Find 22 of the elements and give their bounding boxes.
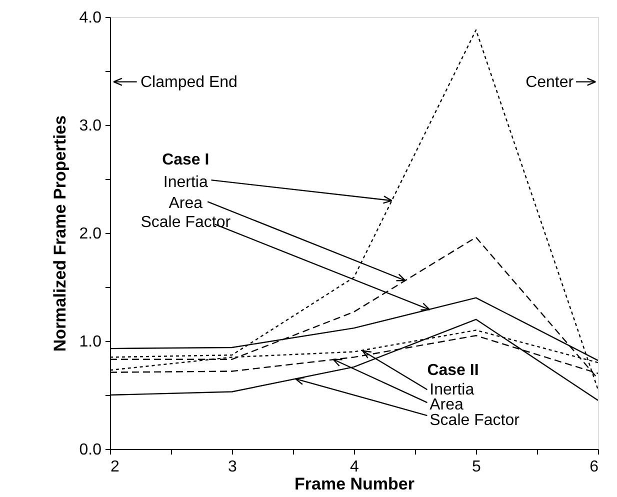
annotation: Clamped End <box>140 74 238 91</box>
annotation: Scale Factor <box>140 214 232 232</box>
x-tick-label: 2 <box>110 458 120 476</box>
y-axis-title: Normalized Frame Properties <box>50 115 70 352</box>
x-tick-label: 5 <box>472 458 482 476</box>
annotation: Center <box>526 74 574 91</box>
y-tick-label: 2.0 <box>79 226 102 242</box>
x-axis-title: Frame Number <box>294 474 415 494</box>
annotation: Area <box>430 396 464 414</box>
y-tick-label: 1.0 <box>79 334 102 350</box>
y-tick-label: 0.0 <box>79 442 102 458</box>
y-tick-label: 4.0 <box>79 10 102 26</box>
annotation: Inertia <box>163 174 208 192</box>
annotation: Case I <box>162 152 210 169</box>
x-tick-label: 3 <box>228 458 238 476</box>
annotation: Scale Factor <box>430 412 520 429</box>
x-tick-label: 4 <box>350 458 360 476</box>
annotation: Inertia <box>430 382 474 399</box>
y-tick-label: 3.0 <box>79 118 102 134</box>
x-tick-label: 6 <box>590 458 599 476</box>
annotation: Case II <box>427 362 479 380</box>
annotation: Area <box>168 194 203 212</box>
